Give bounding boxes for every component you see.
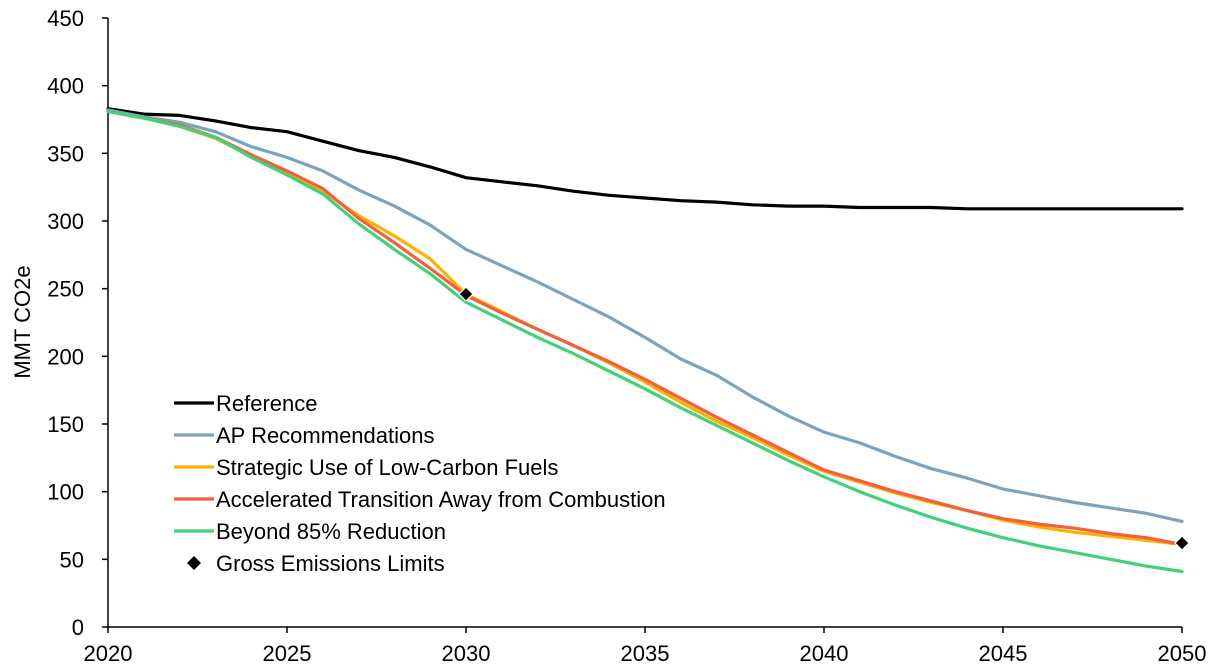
y-tick-label: 450 (47, 6, 84, 31)
gross-emissions-limit-marker (1174, 535, 1190, 551)
y-ticks: 0 50 100 150 200 250 300 350 400 450 (47, 6, 108, 640)
marker-layer (458, 286, 1190, 551)
legend-label-reference: Reference (216, 391, 318, 416)
legend: Reference AP Recommendations Strategic Use… (174, 391, 666, 576)
series-line-reference (106, 107, 1184, 211)
y-tick-label: 400 (47, 74, 84, 99)
axes: 0 50 100 150 200 250 300 350 400 450 2020 2025 2030… (47, 6, 1206, 666)
legend-label-accelerated-transition-away-from-combustion: Accelerated Transition Away from Combust… (216, 487, 666, 512)
y-tick-label: 50 (60, 547, 84, 572)
x-tick-label: 2040 (800, 641, 849, 666)
x-ticks: 2020 2025 2030 2035 2040 2045 2050 (84, 627, 1207, 666)
legend-label-ap-recommendations: AP Recommendations (216, 423, 435, 448)
legend-swatch-gross-emissions-limits (187, 556, 201, 570)
x-tick-label: 2020 (84, 641, 133, 666)
y-tick-label: 300 (47, 209, 84, 234)
x-tick-label: 2025 (263, 641, 312, 666)
series-line-ap-recommendations (106, 108, 1184, 524)
x-tick-label: 2045 (979, 641, 1028, 666)
legend-label-beyond-85-reduction: Beyond 85% Reduction (216, 519, 446, 544)
gross-emissions-limit-marker (458, 286, 474, 302)
legend-label-gross-emissions-limits: Gross Emissions Limits (216, 551, 445, 576)
x-tick-label: 2050 (1158, 641, 1207, 666)
y-tick-label: 200 (47, 344, 84, 369)
y-tick-label: 250 (47, 277, 84, 302)
y-tick-label: 100 (47, 480, 84, 505)
legend-label-strategic-use-of-low-carbon-fuels: Strategic Use of Low-Carbon Fuels (216, 455, 558, 480)
series-line-accelerated-transition-away-from-combustion (106, 109, 1184, 547)
y-tick-label: 0 (72, 615, 84, 640)
y-tick-label: 350 (47, 141, 84, 166)
x-tick-label: 2035 (621, 641, 670, 666)
series-layer (106, 107, 1184, 574)
y-axis-title: MMT CO2e (10, 265, 35, 378)
series-line-beyond-85-reduction (106, 109, 1184, 574)
y-tick-label: 150 (47, 412, 84, 437)
x-tick-label: 2030 (442, 641, 491, 666)
